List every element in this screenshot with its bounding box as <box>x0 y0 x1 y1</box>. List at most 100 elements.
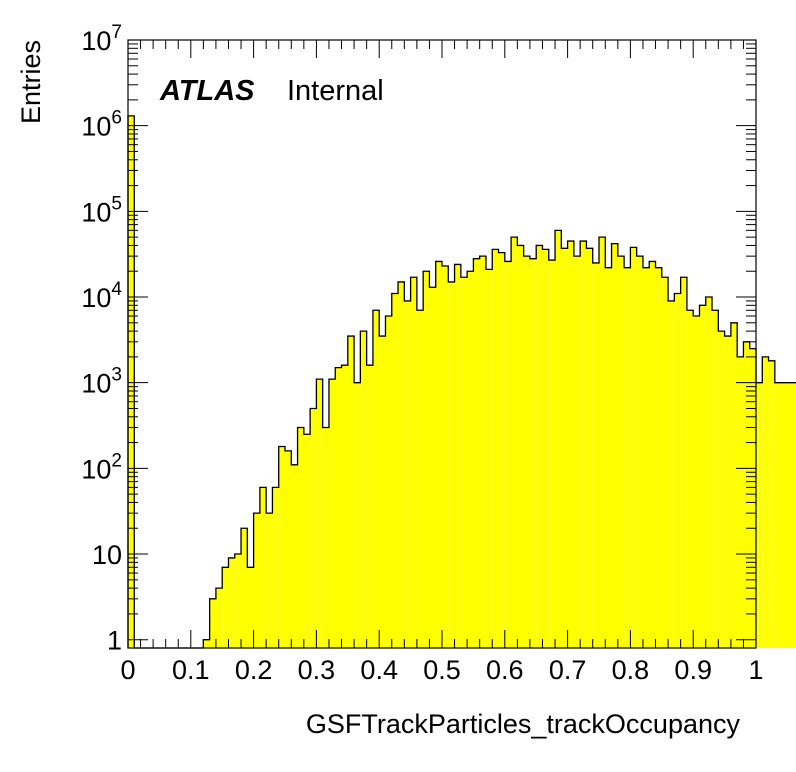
y-tick-label: 103 <box>81 365 122 399</box>
histogram-bin <box>410 277 417 648</box>
histogram-bin <box>548 260 556 648</box>
histogram-bin <box>473 258 480 648</box>
y-tick-label: 106 <box>81 108 122 142</box>
histogram-bin <box>762 356 769 648</box>
histogram-bin <box>215 588 223 648</box>
histogram-bin <box>423 271 430 648</box>
histogram-bin <box>605 267 612 648</box>
x-tick-label: 0 <box>120 655 135 685</box>
atlas-label: ATLAS <box>159 75 255 107</box>
histogram-bin <box>291 464 298 648</box>
y-axis-label: Entries <box>16 40 46 124</box>
histogram-bin <box>253 513 260 648</box>
histogram-bin <box>504 261 512 648</box>
histogram-bin <box>266 513 273 648</box>
histogram-bin <box>718 331 725 648</box>
histogram-bin <box>272 487 279 648</box>
x-axis-label: GSFTrackParticles_trackOccupancy <box>306 709 741 739</box>
histogram-bin <box>328 379 336 648</box>
histogram-bin <box>372 310 380 648</box>
histogram-bin <box>366 365 373 648</box>
y-tick-label: 102 <box>81 450 122 484</box>
x-tick-label: 1 <box>748 655 763 685</box>
x-tick-labels: 0 0.1 0.2 0.3 0.4 0.5 0.6 0.7 0.8 0.9 1 <box>120 655 763 685</box>
histogram-bin <box>592 262 599 648</box>
x-tick-label: 0.7 <box>549 655 587 685</box>
histogram-bin <box>655 267 662 648</box>
histogram-bin <box>668 300 675 648</box>
histogram-bin <box>730 322 738 648</box>
histogram-bin <box>322 427 329 648</box>
histogram-bin <box>611 243 618 648</box>
histogram-bin <box>529 258 537 648</box>
histogram-bin <box>686 310 694 648</box>
histogram-bin <box>699 305 706 648</box>
internal-label: Internal <box>287 75 384 107</box>
x-tick-label: 0.4 <box>360 655 398 685</box>
histogram-bin <box>310 408 317 648</box>
histogram-bin <box>630 247 637 648</box>
histogram-bin <box>661 277 669 648</box>
histogram-bin <box>316 379 323 648</box>
histogram-bin <box>624 267 631 648</box>
x-tick-label: 0.2 <box>235 655 273 685</box>
histogram-bin <box>379 336 386 648</box>
histogram-bin <box>749 348 756 648</box>
histogram-bin <box>573 256 581 648</box>
x-tick-label: 0.5 <box>423 655 461 685</box>
y-tick-label: 104 <box>81 279 122 313</box>
histogram-bin <box>228 557 235 648</box>
histogram-bin <box>768 360 775 648</box>
histogram-bin <box>567 241 574 649</box>
histogram-bin <box>492 249 499 648</box>
y-tick-label: 1 <box>107 626 122 656</box>
histogram-bin <box>354 382 361 648</box>
histogram-bin <box>385 316 392 648</box>
histogram-bin <box>674 293 681 648</box>
histogram-bin <box>335 367 342 648</box>
histogram-bin <box>435 261 442 648</box>
histogram-bin <box>222 567 229 648</box>
histogram-bin <box>442 266 449 648</box>
histogram-bin <box>523 256 530 648</box>
histogram-bin <box>511 237 518 648</box>
histogram-bin <box>404 300 411 648</box>
histogram-bars <box>127 115 796 649</box>
histogram-bin <box>680 277 687 648</box>
histogram-bin <box>341 365 348 648</box>
histogram-bin <box>485 269 493 648</box>
histogram-bin <box>649 261 656 648</box>
histogram-bin <box>542 249 549 648</box>
histogram-bin <box>555 230 562 648</box>
histogram-bin <box>724 336 731 648</box>
histogram-bin <box>360 331 367 648</box>
histogram-bin <box>234 554 242 648</box>
histogram-bin <box>467 271 474 648</box>
x-tick-label: 0.1 <box>172 655 210 685</box>
histogram-bin <box>297 427 304 648</box>
histogram-bin <box>209 598 216 648</box>
histogram-bin <box>586 248 593 648</box>
histogram-bin <box>781 382 788 648</box>
x-tick-label: 0.9 <box>674 655 712 685</box>
histogram-bin <box>642 267 650 648</box>
histogram-bin <box>128 115 135 648</box>
histogram-bin <box>416 310 424 648</box>
histogram-bin <box>712 310 719 648</box>
histogram-bin <box>705 297 713 648</box>
histogram-bin <box>391 293 399 648</box>
histogram-bin <box>479 256 486 648</box>
histogram-bin <box>454 264 461 648</box>
histogram-bin <box>743 341 750 648</box>
histogram-bin <box>259 487 267 648</box>
histogram-bin <box>278 446 285 648</box>
histogram-bin <box>203 639 210 648</box>
histogram-bin <box>793 382 796 648</box>
histogram-bin <box>303 434 311 648</box>
x-tick-label: 0.6 <box>486 655 524 685</box>
histogram-bin <box>599 237 606 648</box>
histogram-bin <box>429 287 436 648</box>
histogram-bin <box>756 382 763 648</box>
histogram-bin <box>347 336 355 648</box>
